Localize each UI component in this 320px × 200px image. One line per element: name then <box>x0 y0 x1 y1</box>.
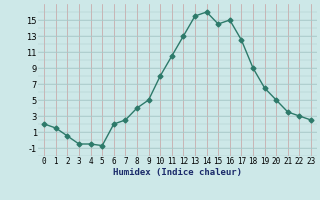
X-axis label: Humidex (Indice chaleur): Humidex (Indice chaleur) <box>113 168 242 177</box>
